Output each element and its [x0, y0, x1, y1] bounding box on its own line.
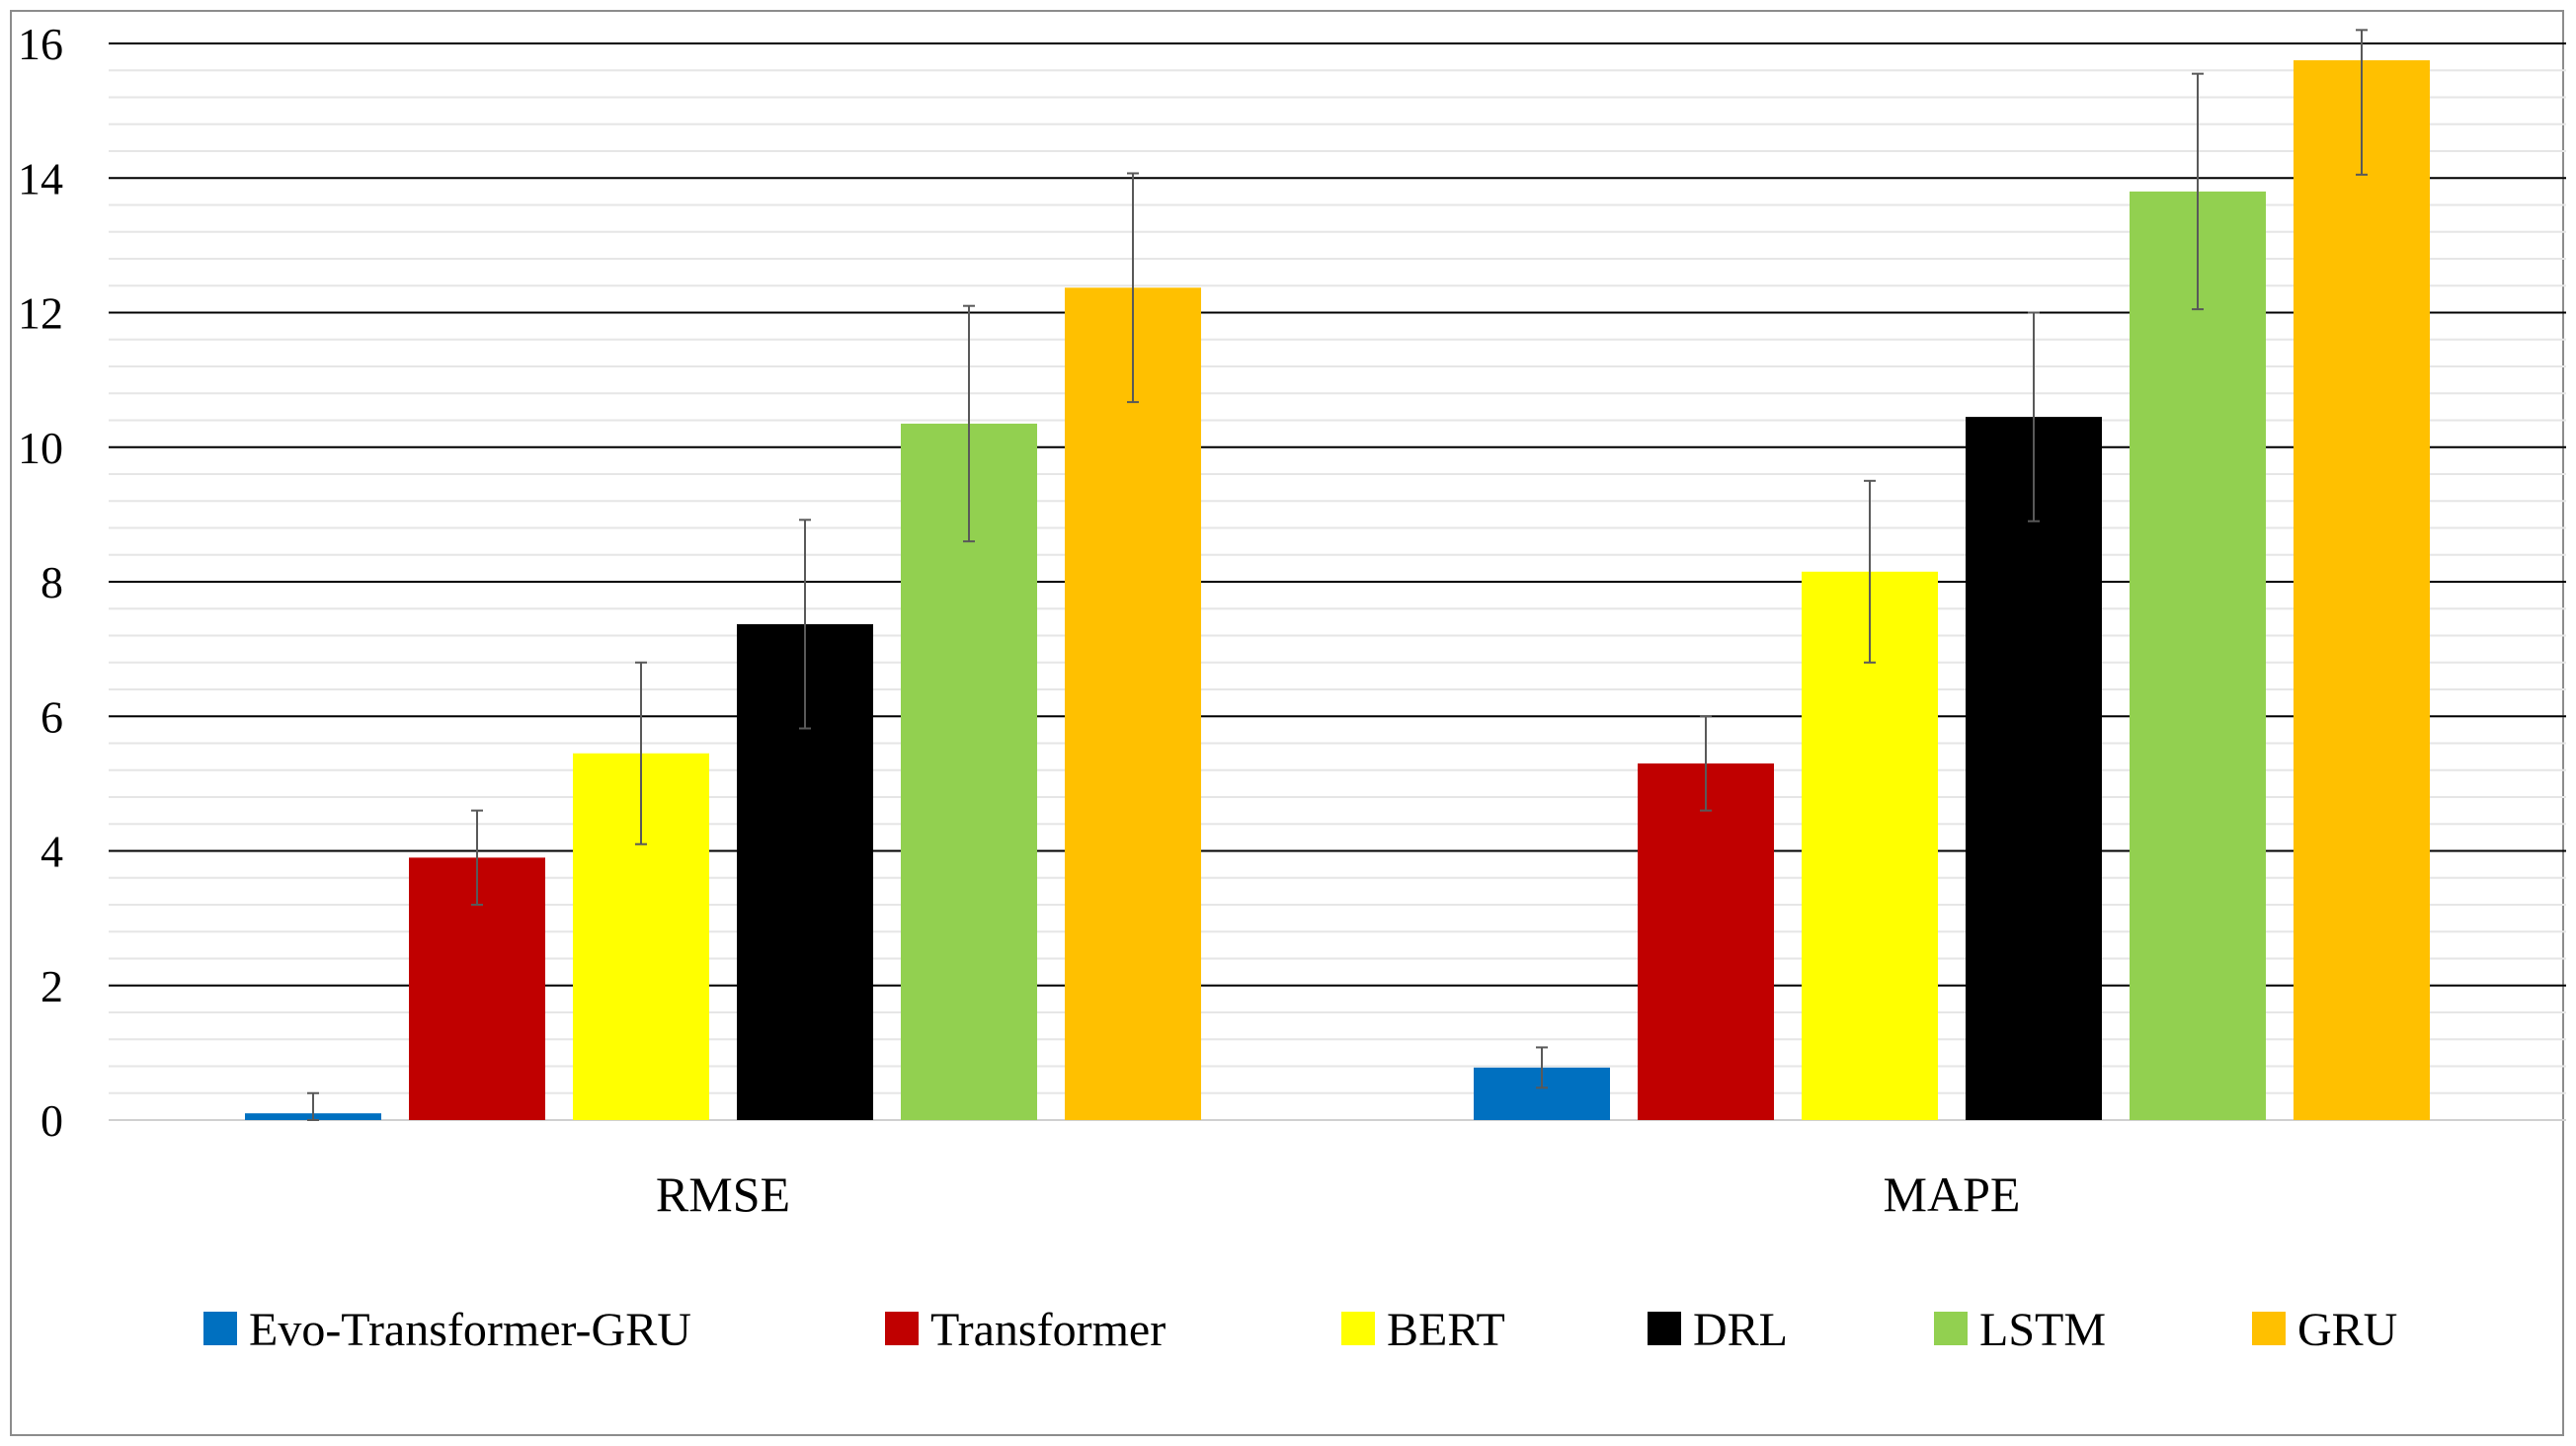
y-tick-label: 12: [18, 288, 63, 339]
bar-lstm-mape: [2130, 191, 2266, 1120]
y-tick-label: 4: [40, 827, 63, 877]
legend-label: LSTM: [1979, 1304, 2106, 1356]
bar-drl-mape: [1966, 417, 2102, 1120]
y-tick-label: 0: [40, 1095, 63, 1146]
legend-swatch: [2252, 1312, 2286, 1345]
y-tick-label: 8: [40, 557, 63, 607]
bar-gru-rmse: [1065, 287, 1201, 1120]
y-tick-label: 2: [40, 961, 63, 1011]
error-bars: [307, 29, 2368, 1121]
bar-transformer-mape: [1638, 763, 1774, 1120]
legend-swatch: [203, 1312, 237, 1345]
y-tick-label: 14: [18, 153, 63, 203]
legend-swatch: [885, 1312, 919, 1345]
category-label-mape: MAPE: [1884, 1166, 2021, 1222]
legend-swatch: [1341, 1312, 1375, 1345]
legend-label: BERT: [1387, 1304, 1505, 1356]
legend-label: DRL: [1693, 1304, 1788, 1356]
legend-label: Transformer: [930, 1304, 1166, 1356]
category-label-rmse: RMSE: [656, 1166, 790, 1222]
legend-label: GRU: [2297, 1304, 2397, 1356]
bars: [245, 60, 2430, 1120]
legend-swatch: [1648, 1312, 1681, 1345]
y-axis-ticks: 0 2 4 6 8 10 12 14 16: [18, 19, 63, 1146]
y-tick-label: 6: [40, 691, 63, 742]
legend-swatch: [1934, 1312, 1968, 1345]
y-tick-label: 16: [18, 19, 63, 69]
category-labels: RMSE MAPE: [656, 1166, 2021, 1222]
legend: Evo-Transformer-GRU Transformer BERT DRL LST…: [203, 1304, 2397, 1356]
y-tick-label: 10: [18, 423, 63, 473]
legend-label: Evo-Transformer-GRU: [249, 1304, 691, 1356]
bar-gru-mape: [2294, 60, 2430, 1120]
